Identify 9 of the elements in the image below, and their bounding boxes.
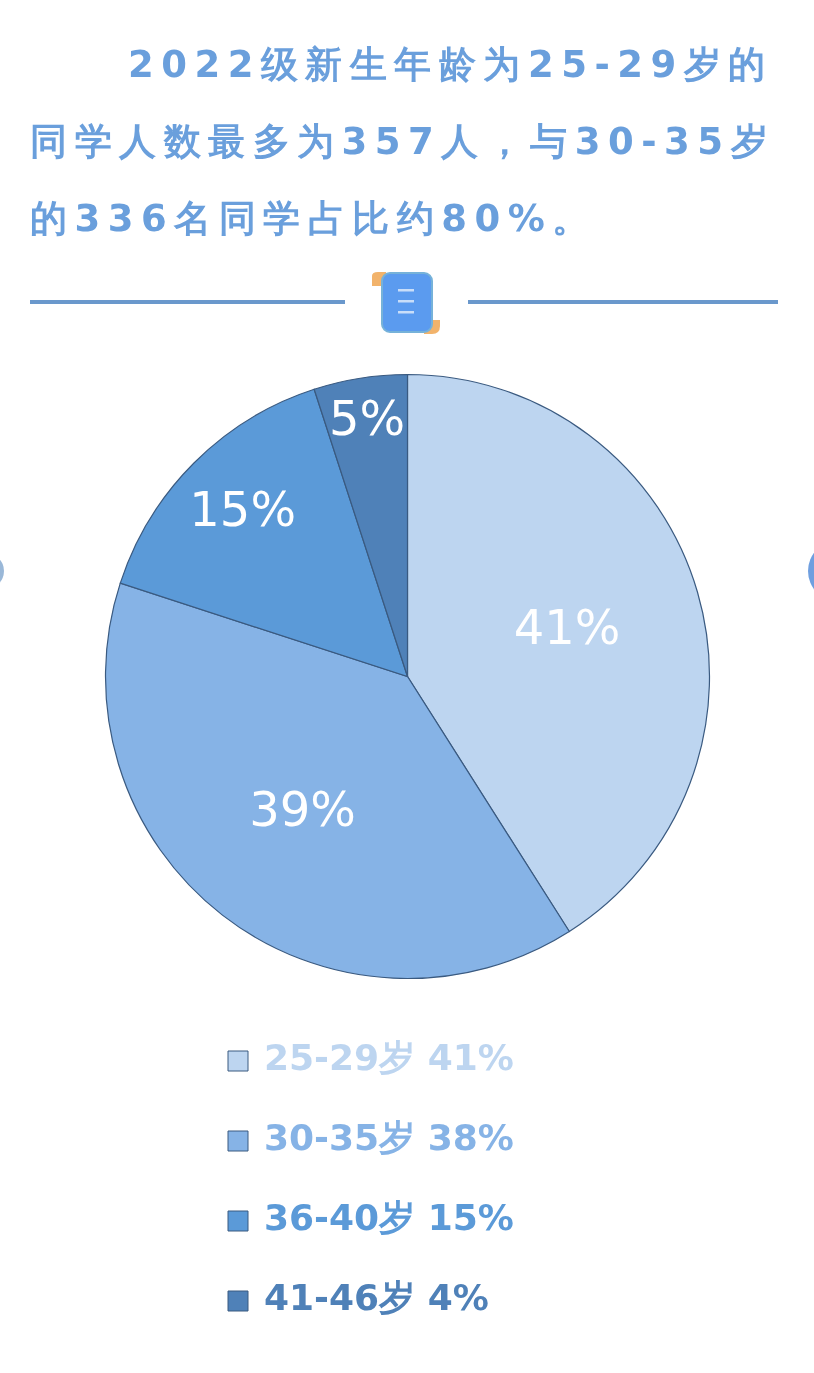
chart-title: 2022级新生年龄为25-29岁的同学人数最多为357人，与30-35岁的336名同学占比约80%。 [30, 42, 777, 242]
data-label: 41% [513, 599, 621, 656]
data-label: 15% [189, 480, 296, 537]
legend-label: 36-40岁 15% [264, 1197, 514, 1238]
data-label: 39% [249, 780, 356, 837]
data-label: 5% [328, 389, 406, 446]
legend-label: 25-29岁 41% [264, 1037, 514, 1078]
legend-label: 41-46岁 4% [264, 1277, 489, 1318]
legend-label: 30-35岁 38% [264, 1117, 514, 1158]
